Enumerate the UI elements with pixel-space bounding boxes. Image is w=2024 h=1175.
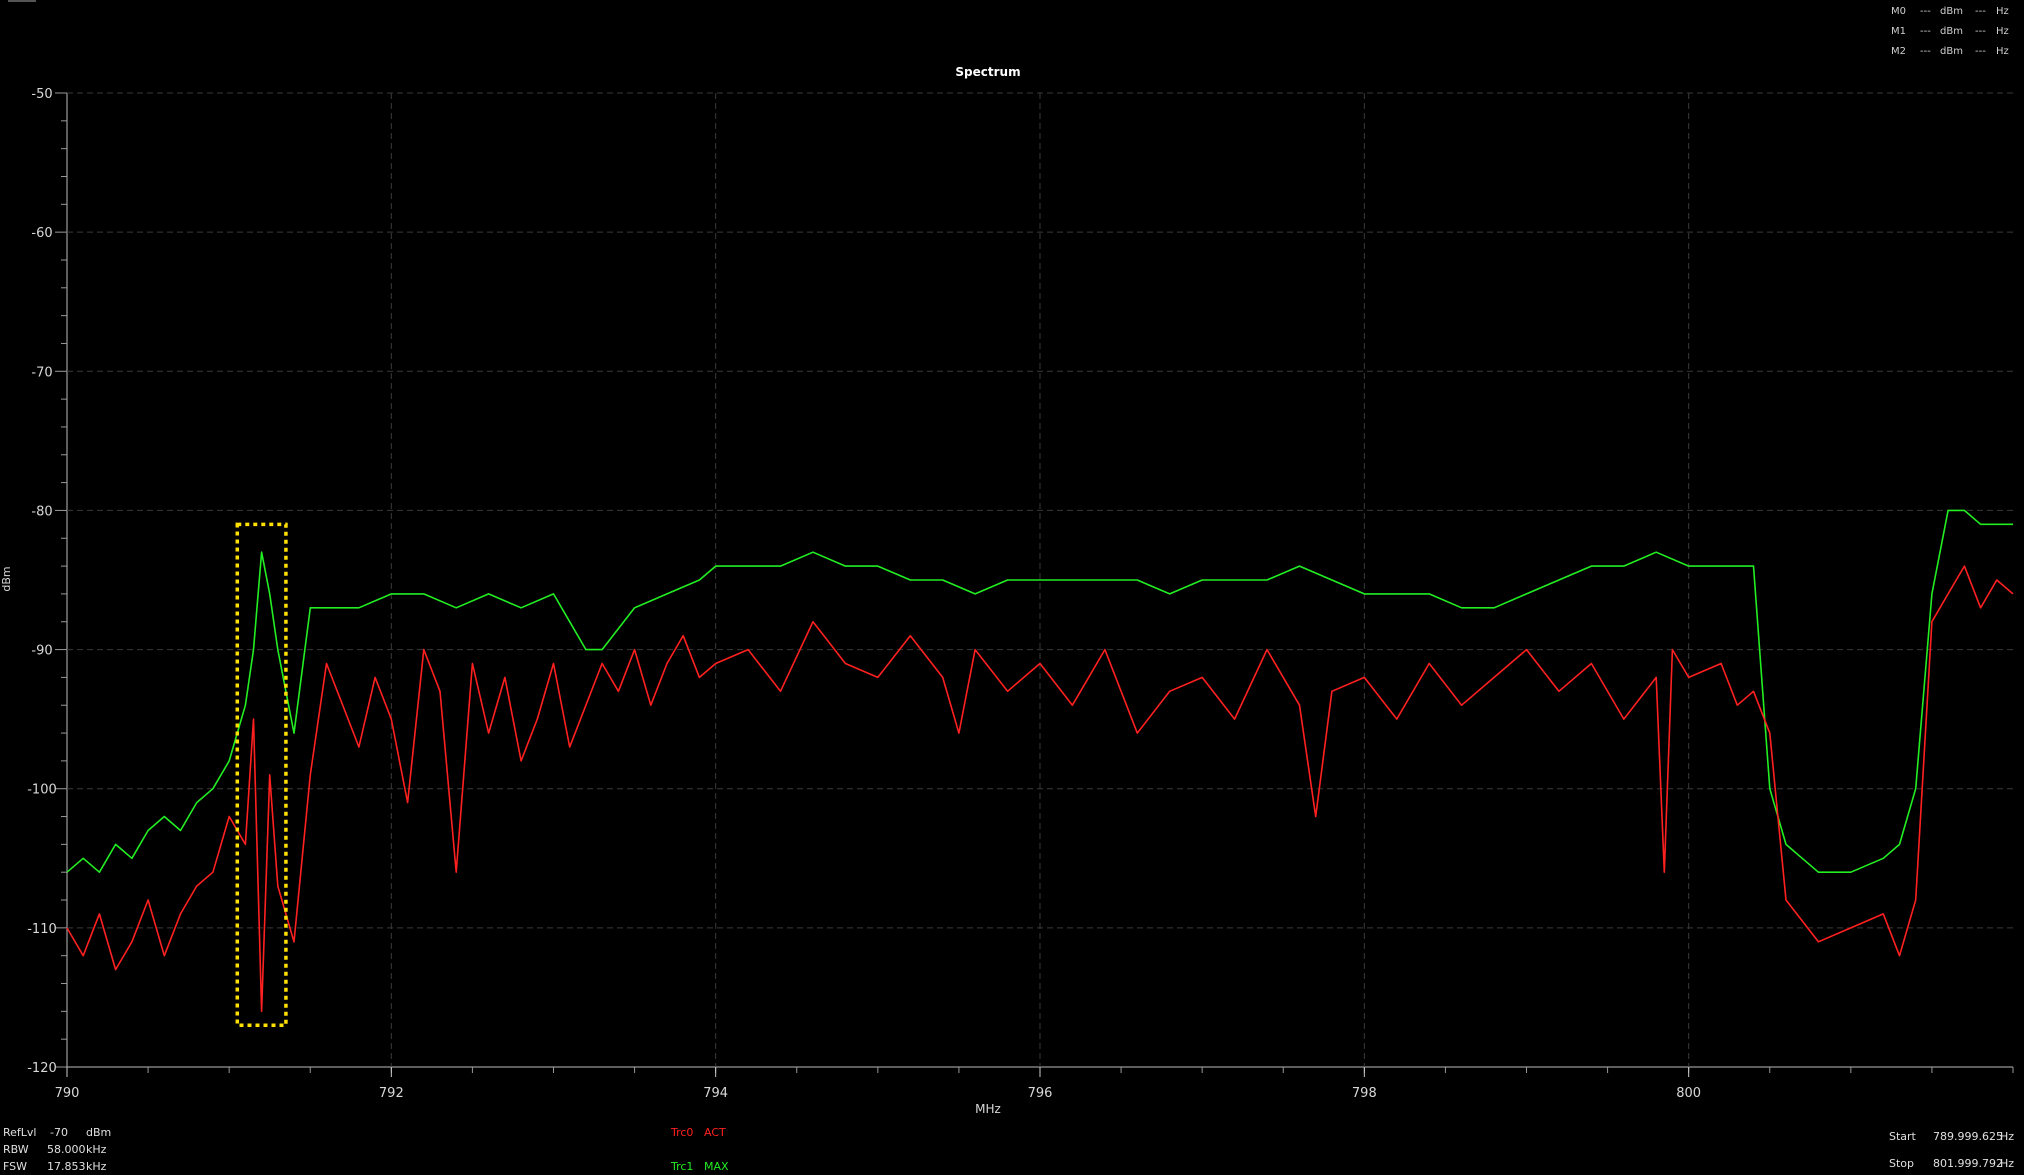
x-tick-label: 798 <box>1352 1086 1377 1101</box>
x-tick-label: 790 <box>55 1086 80 1101</box>
rbw-value[interactable]: 58.000 <box>47 1143 86 1156</box>
marker-m2-freq: --- <box>1975 46 1986 57</box>
trace-0-name[interactable]: Trc0 <box>671 1126 694 1139</box>
fsw-value[interactable]: 17.853 <box>47 1160 86 1173</box>
fsw-label: FSW <box>3 1160 27 1173</box>
stop-label: Stop <box>1889 1157 1915 1170</box>
marker-m1-freq-unit: Hz <box>1996 26 2009 37</box>
marker-m0-value: --- <box>1920 6 1931 17</box>
marker-m1-unit: dBm <box>1940 26 1963 37</box>
stop-value[interactable]: 801.999.792 <box>1933 1157 2003 1170</box>
trace-trc1 <box>66 509 2013 874</box>
y-axis-label: dBm <box>0 566 13 591</box>
rbw-unit: kHz <box>86 1143 107 1156</box>
menu-handle[interactable] <box>8 0 36 2</box>
x-tick-label: 800 <box>1676 1086 1701 1101</box>
marker-m1-value: --- <box>1920 26 1931 37</box>
start-value[interactable]: 789.999.625 <box>1933 1130 2003 1143</box>
x-tick-label: 794 <box>703 1086 728 1101</box>
x-tick-label: 796 <box>1028 1086 1053 1101</box>
ref-level-unit: dBm <box>86 1126 112 1139</box>
start-label: Start <box>1889 1130 1916 1143</box>
chart-title: Spectrum <box>955 65 1020 79</box>
marker-m1-freq: --- <box>1975 26 1986 37</box>
fsw-unit: kHz <box>86 1160 107 1173</box>
trace-trc0 <box>66 565 2014 1013</box>
y-tick-label: -80 <box>31 504 52 519</box>
marker-m0-freq: --- <box>1975 6 1986 17</box>
y-tick-label: -90 <box>31 644 52 659</box>
marker-m0-unit: dBm <box>1940 6 1963 17</box>
trace-1-mode[interactable]: MAX <box>704 1160 729 1173</box>
x-tick-label: 792 <box>379 1086 404 1101</box>
y-tick-label: -70 <box>31 365 52 380</box>
marker-m0-freq-unit: Hz <box>1996 6 2009 17</box>
x-axis-label: MHz <box>975 1102 1001 1116</box>
y-tick-label: -50 <box>31 87 52 102</box>
highlight-box <box>235 522 288 1028</box>
rbw-label: RBW <box>3 1143 29 1156</box>
marker-m2-name: M2 <box>1891 46 1906 57</box>
marker-m2-freq-unit: Hz <box>1996 46 2009 57</box>
ref-level-value[interactable]: -70 <box>50 1126 68 1139</box>
ref-level-label: RefLvl <box>3 1126 37 1139</box>
y-tick-label: -60 <box>31 226 52 241</box>
y-tick-label: -120 <box>27 1061 57 1076</box>
marker-m0-name: M0 <box>1891 6 1906 17</box>
trace-0-mode[interactable]: ACT <box>704 1126 726 1139</box>
y-tick-label: -100 <box>27 783 57 798</box>
stop-unit: Hz <box>2000 1157 2015 1170</box>
marker-m2-unit: dBm <box>1940 46 1963 57</box>
marker-m1-name: M1 <box>1891 26 1906 37</box>
y-tick-label: -110 <box>27 922 57 937</box>
trace-1-name[interactable]: Trc1 <box>671 1160 694 1173</box>
marker-m2-value: --- <box>1920 46 1931 57</box>
start-unit: Hz <box>2000 1130 2015 1143</box>
